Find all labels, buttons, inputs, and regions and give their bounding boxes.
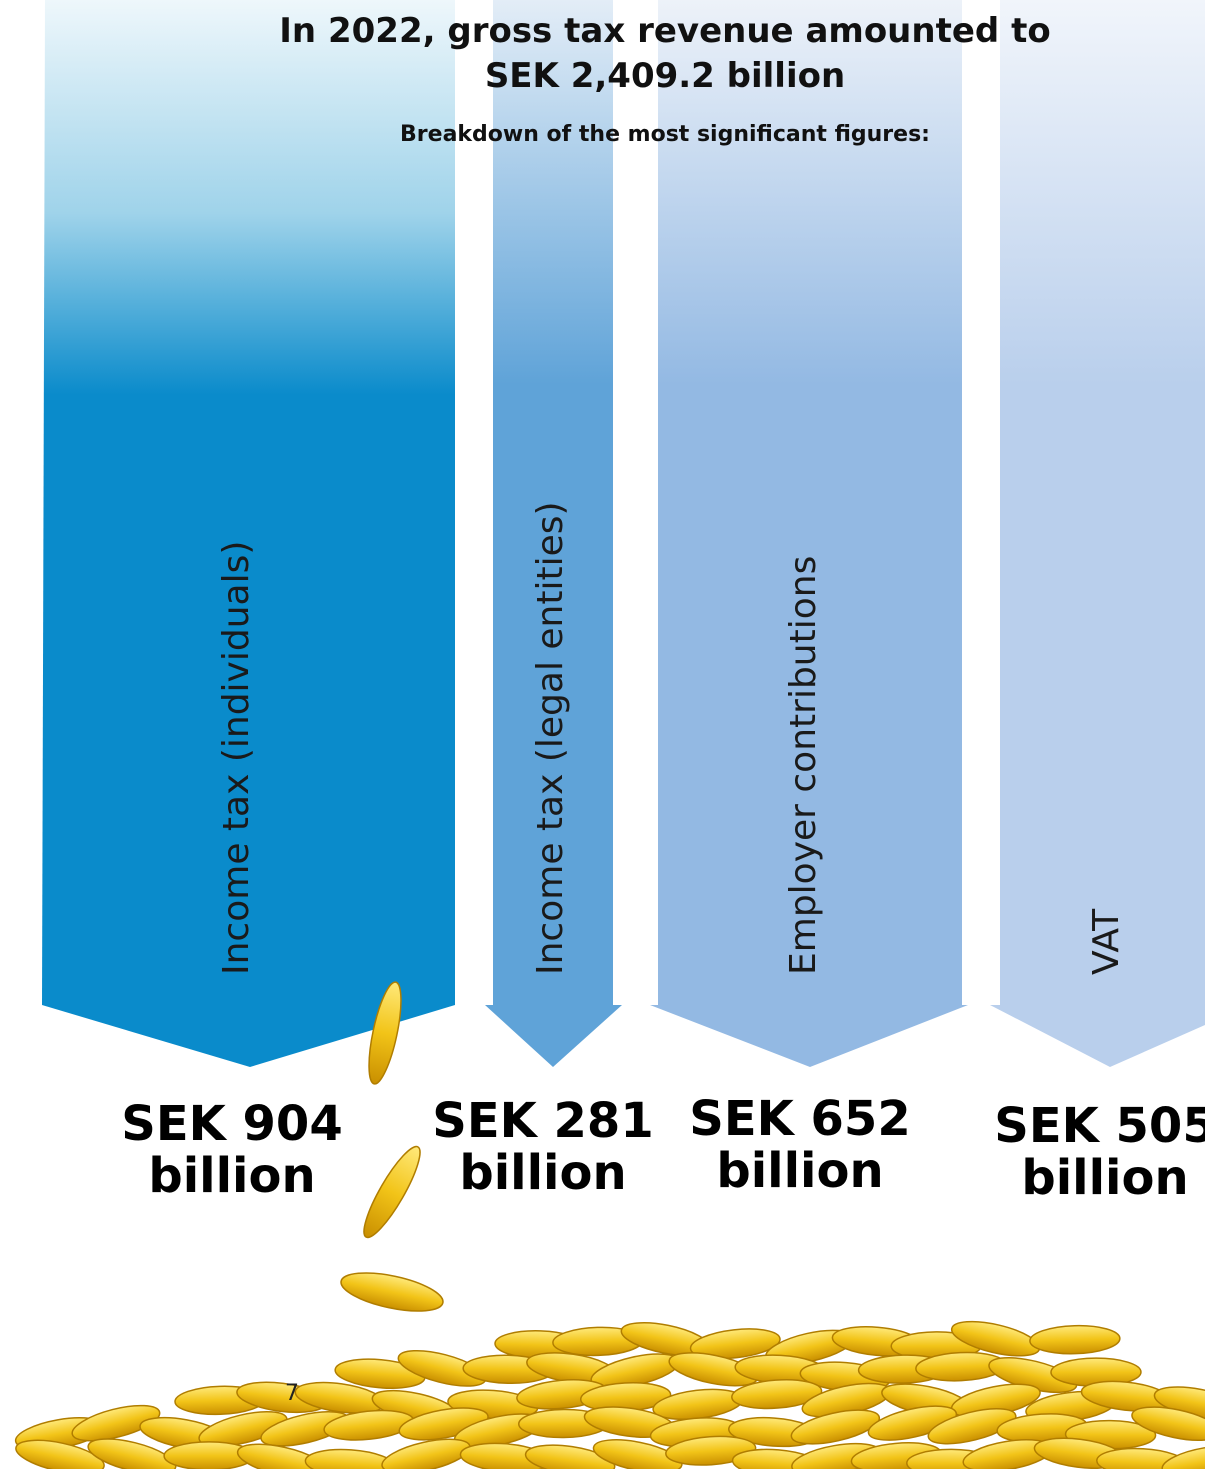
coin bbox=[340, 1272, 444, 1312]
coin bbox=[87, 1438, 177, 1469]
amount: SEK 904 bbox=[121, 1096, 342, 1152]
coin bbox=[927, 1408, 1017, 1445]
subtitle: Breakdown of the most significant figure… bbox=[400, 122, 930, 147]
coin bbox=[867, 1405, 958, 1441]
coin bbox=[1029, 1324, 1121, 1355]
column-label: Income tax (legal entities) bbox=[530, 501, 571, 975]
coin bbox=[731, 1379, 823, 1410]
title: In 2022, gross tax revenue amounted to bbox=[279, 11, 1050, 51]
arrow bbox=[650, 0, 968, 1067]
coin bbox=[524, 1444, 616, 1469]
title: SEK 2,409.2 billion bbox=[485, 56, 845, 96]
coin bbox=[368, 981, 402, 1085]
amount: SEK 505 bbox=[994, 1098, 1205, 1154]
coin bbox=[1131, 1406, 1205, 1442]
coin bbox=[790, 1409, 881, 1445]
column-label: Employer contributions bbox=[783, 556, 824, 975]
amount-unit: billion bbox=[148, 1148, 315, 1204]
arrow bbox=[485, 0, 622, 1067]
arrow bbox=[42, 0, 455, 1067]
amount-unit: billion bbox=[459, 1145, 626, 1201]
column-label: VAT bbox=[1086, 908, 1127, 975]
coin bbox=[15, 1439, 105, 1469]
arrow bbox=[990, 0, 1205, 1067]
page-number: 7 bbox=[285, 1381, 299, 1406]
coin bbox=[198, 1410, 288, 1447]
coin bbox=[689, 1328, 781, 1360]
amount: SEK 281 bbox=[432, 1093, 653, 1149]
coin bbox=[236, 1443, 327, 1469]
coin bbox=[1161, 1445, 1205, 1469]
amount-unit: billion bbox=[716, 1143, 883, 1199]
coin bbox=[363, 1145, 421, 1239]
coin bbox=[71, 1404, 161, 1442]
amount-unit: billion bbox=[1021, 1150, 1188, 1206]
coin bbox=[592, 1439, 683, 1469]
amount: SEK 652 bbox=[689, 1091, 910, 1147]
column-label: Income tax (individuals) bbox=[216, 541, 257, 975]
